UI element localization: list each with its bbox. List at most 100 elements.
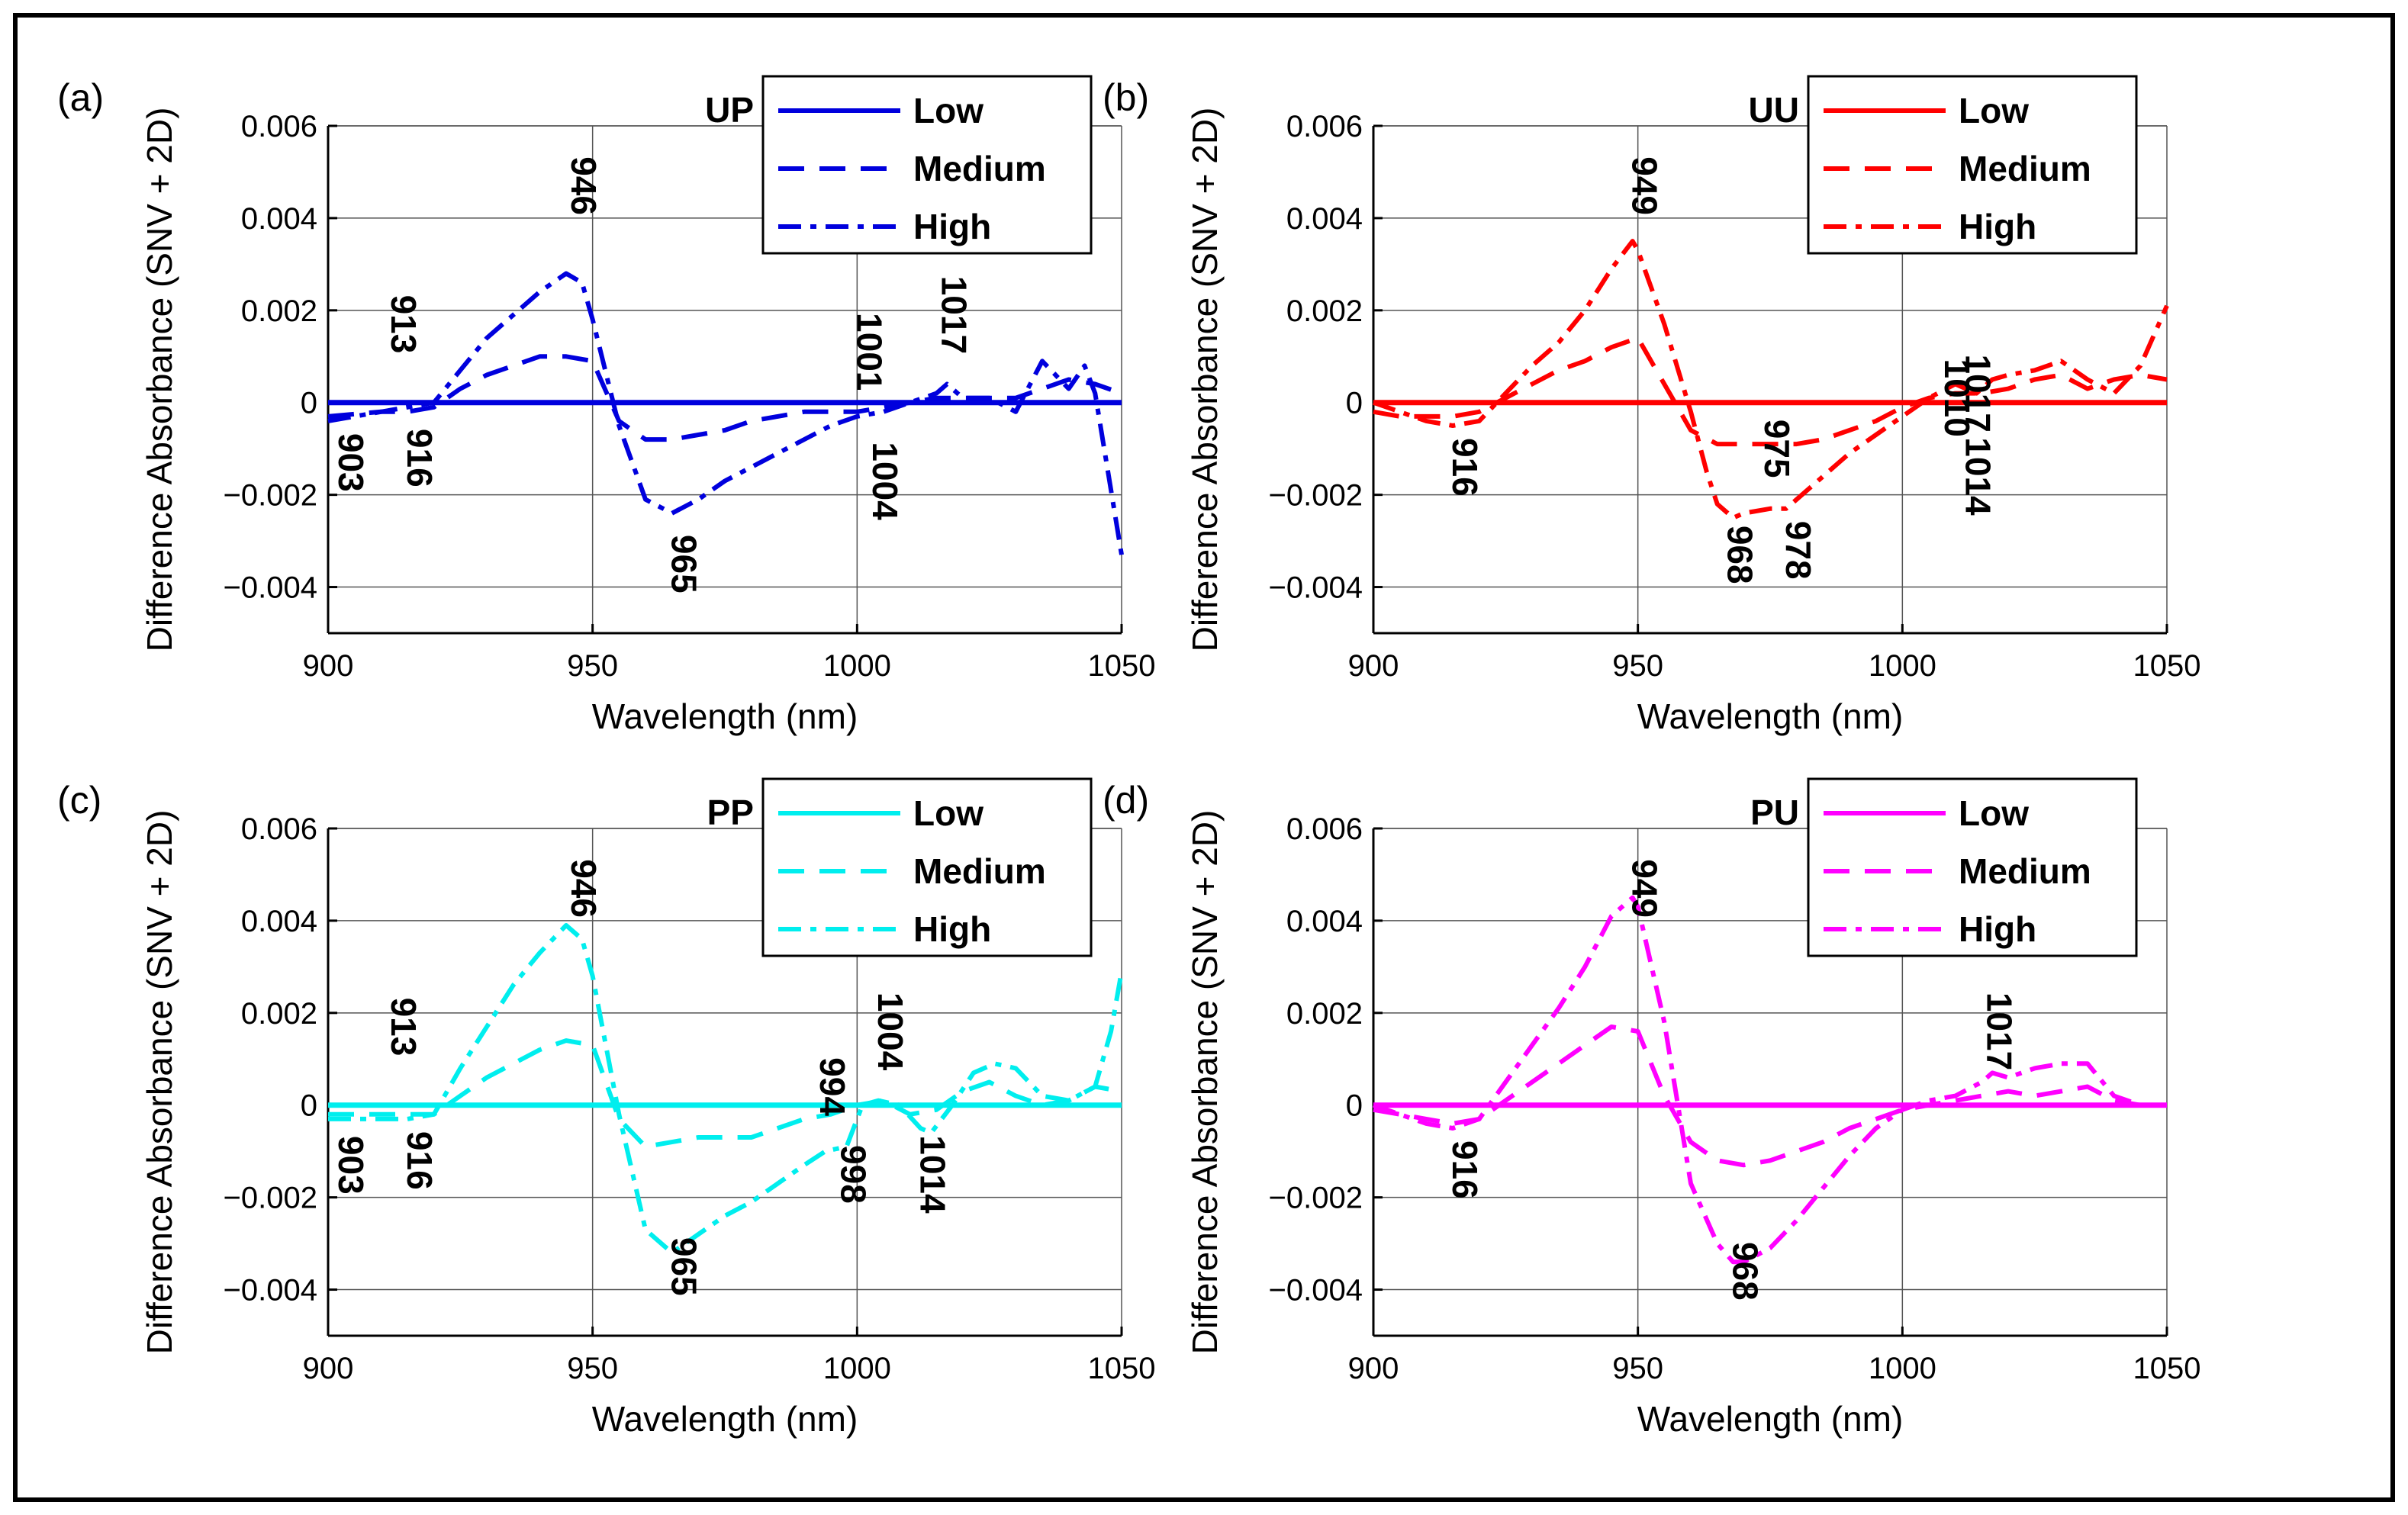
panel-label: (b) (1103, 76, 1149, 119)
legend-label: High (1959, 207, 2036, 246)
peak-label: 975 (1757, 420, 1797, 478)
y-axis-label: Difference Absorbance (SNV + 2D) (1185, 108, 1225, 652)
peak-label: 903 (331, 1136, 371, 1195)
panel-label: (a) (57, 76, 104, 119)
peak-label: 1017 (934, 276, 974, 354)
x-tick-label: 1000 (1869, 649, 1936, 683)
y-axis-label: Difference Absorbance (SNV + 2D) (1185, 810, 1225, 1355)
peak-label: 994 (813, 1057, 852, 1116)
y-tick-label: 0 (301, 387, 317, 420)
legend-label: Medium (913, 149, 1046, 188)
peak-label: 903 (331, 433, 371, 492)
x-tick-label: 900 (303, 1352, 354, 1385)
x-tick-label: 900 (1348, 1352, 1399, 1385)
x-tick-label: 1000 (823, 649, 891, 683)
figure-border (13, 13, 2395, 1502)
y-tick-label: 0.006 (241, 812, 317, 846)
y-tick-label: −0.002 (224, 479, 317, 513)
x-tick-label: 1000 (1869, 1352, 1936, 1385)
y-tick-label: 0 (301, 1089, 317, 1123)
legend-label: High (1959, 909, 2036, 949)
peak-label: 1017 (1959, 354, 1998, 432)
series-line-high (1373, 895, 2167, 1265)
x-tick-label: 950 (1612, 1352, 1663, 1385)
legend-label: High (913, 207, 991, 246)
panel-label: (d) (1103, 779, 1149, 822)
peak-label: 1014 (913, 1135, 953, 1214)
x-axis-label: Wavelength (nm) (592, 1399, 858, 1439)
peak-label: 1004 (871, 992, 910, 1071)
x-axis-label: Wavelength (nm) (592, 696, 858, 736)
y-tick-label: −0.004 (224, 571, 317, 605)
y-tick-label: 0.004 (241, 905, 317, 938)
x-tick-label: 950 (567, 1352, 618, 1385)
y-tick-label: −0.002 (224, 1182, 317, 1215)
y-tick-label: 0.004 (241, 202, 317, 236)
peak-label: 978 (1779, 521, 1818, 580)
y-tick-label: 0 (1346, 1089, 1363, 1123)
peak-label: 965 (665, 1237, 704, 1296)
x-tick-label: 900 (303, 649, 354, 683)
legend-label: High (913, 909, 991, 949)
y-tick-label: −0.004 (1269, 1274, 1363, 1308)
peak-label: 916 (1445, 1140, 1485, 1199)
series-line-high (1373, 239, 2169, 520)
legend-label: Medium (1959, 851, 2091, 891)
series-line-medium (1373, 1024, 2167, 1168)
peak-label: 1017 (1979, 992, 2019, 1070)
series-line-medium (1373, 336, 2168, 447)
series-line-high (328, 923, 1124, 1256)
x-axis-label: Wavelength (nm) (1637, 696, 1904, 736)
chart-title: PP (707, 793, 754, 832)
x-tick-label: 1000 (823, 1352, 891, 1385)
chart-panel-3: 900 950 1000 1050 −0.004 −0.002 0 0.002 0.004 0.0… (57, 777, 1156, 1439)
chart-title: UP (705, 90, 754, 130)
chart-panel-1: 900 950 1000 1050 −0.004 −0.002 0 0.002 0.004 0.0… (57, 75, 1156, 736)
panel-label: (c) (57, 779, 101, 822)
chart-panel-4: 900 950 1000 1050 −0.004 −0.002 0 0.002 0.004 0.0… (1103, 777, 2201, 1439)
peak-label: 965 (665, 535, 704, 593)
y-tick-label: 0.002 (1286, 997, 1363, 1031)
chart-title: PU (1750, 793, 1799, 832)
x-tick-label: 1050 (1088, 649, 1156, 683)
x-tick-label: 900 (1348, 649, 1399, 683)
peak-label: 913 (384, 295, 423, 354)
x-tick-label: 950 (567, 649, 618, 683)
legend-label: Low (913, 91, 983, 130)
y-tick-label: 0.004 (1286, 905, 1363, 938)
legend-box (1807, 777, 2138, 957)
y-tick-label: 0.002 (1286, 294, 1363, 328)
x-tick-label: 1050 (1088, 1352, 1156, 1385)
chart-title: UU (1749, 90, 1799, 130)
series-line-high (327, 271, 1124, 555)
y-tick-label: −0.002 (1269, 479, 1363, 513)
y-axis-label: Difference Absorbance (SNV + 2D) (140, 108, 179, 652)
peak-label: 949 (1625, 859, 1665, 918)
y-tick-label: 0.002 (241, 294, 317, 328)
peak-label: 998 (834, 1145, 874, 1204)
legend-label: Low (1959, 793, 2029, 833)
legend-label: Low (913, 793, 983, 833)
y-tick-label: −0.004 (224, 1274, 317, 1308)
peak-label: 916 (1445, 438, 1485, 497)
peak-label: 946 (564, 859, 604, 918)
peak-label: 1010 (1937, 359, 1977, 437)
peak-label: 1001 (849, 313, 889, 391)
y-tick-label: −0.002 (1269, 1182, 1363, 1215)
legend-label: Medium (1959, 149, 2091, 188)
peak-label: 913 (384, 998, 423, 1057)
legend-label: Low (1959, 91, 2029, 130)
chart-panel-2: 900 950 1000 1050 −0.004 −0.002 0 0.002 0.004 0.0… (1103, 75, 2201, 736)
y-axis-label: Difference Absorbance (SNV + 2D) (140, 810, 179, 1355)
peak-label: 916 (400, 1131, 439, 1190)
y-tick-label: 0.004 (1286, 202, 1363, 236)
x-tick-label: 1050 (2133, 649, 2201, 683)
y-tick-label: 0.002 (241, 997, 317, 1031)
legend-label: Medium (913, 851, 1046, 891)
peak-label: 968 (1725, 1242, 1765, 1301)
x-tick-label: 1050 (2133, 1352, 2201, 1385)
peak-label: 949 (1625, 156, 1665, 215)
y-tick-label: 0.006 (241, 110, 317, 143)
y-tick-label: 0.006 (1286, 110, 1363, 143)
